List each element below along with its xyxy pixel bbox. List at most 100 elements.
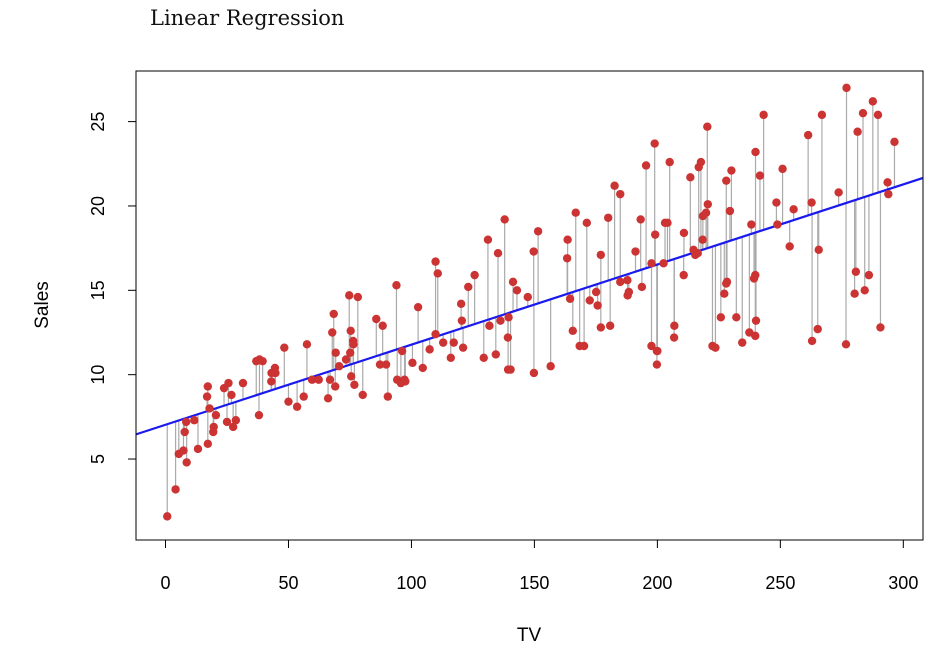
data-point [372,314,381,324]
data-point [331,348,340,357]
data-point [803,130,813,140]
data-point [202,392,212,401]
data-point [720,289,729,298]
data-point [636,215,645,224]
data-point [647,259,656,268]
data-point [546,362,555,371]
data-point [722,176,731,185]
data-point [533,227,543,236]
data-point [449,338,458,347]
data-point [349,340,358,349]
data-point [773,220,782,229]
data-point [698,235,707,244]
data-point [381,360,391,369]
data-point [190,416,199,425]
data-point [582,218,592,228]
data-point [358,390,367,400]
data-point [378,321,387,330]
data-point [883,178,892,187]
data-point [722,279,731,288]
data-point [491,350,501,359]
data-point [637,282,647,292]
data-point [254,410,264,420]
x-axis: 0 50 100 150 200 250 300 [161,539,918,593]
y-tick-label: 25 [88,112,108,132]
page-title: Linear Regression [150,6,345,30]
data-point [401,377,410,386]
data-point [563,235,572,244]
data-point [438,338,448,347]
data-point [171,485,180,494]
data-point [703,122,712,131]
data-point [696,157,706,167]
data-point [807,198,816,207]
data-point [604,213,613,222]
data-point [814,245,823,255]
data-point [817,110,827,120]
data-point [180,427,189,437]
data-point [772,198,781,207]
data-point [496,316,505,325]
data-point [193,444,203,454]
data-point [591,287,601,297]
data-point [307,375,317,384]
data-point [456,299,466,309]
data-point [479,353,488,362]
data-point [711,343,720,352]
data-point [751,270,760,280]
y-tick-label: 20 [88,196,108,216]
data-point [267,377,276,386]
data-point [596,323,606,332]
data-point [464,282,473,292]
data-point [679,228,689,238]
data-points [163,83,899,521]
data-point [850,289,859,298]
data-point [624,287,634,297]
data-point [623,275,632,285]
data-point [258,356,267,366]
data-point [851,267,861,276]
data-point [271,368,280,378]
data-point [841,340,851,349]
y-tick-label: 15 [88,280,108,300]
data-point [523,292,532,302]
data-point [179,446,188,455]
data-point [727,166,736,175]
x-tick-label: 150 [519,573,549,593]
data-point [345,291,354,300]
data-point [334,362,344,371]
data-point [579,341,589,351]
data-point [418,363,427,373]
data-point [759,110,768,120]
data-point [529,247,538,256]
data-point [353,292,363,302]
data-point [457,316,467,325]
data-point [302,340,312,349]
data-point [346,348,355,357]
data-point [853,127,862,136]
data-point [346,372,356,381]
data-point [747,220,756,229]
data-point [346,326,355,336]
data-point [238,378,248,388]
data-point [425,345,434,354]
data-point [890,137,899,147]
data-point [323,394,333,403]
data-point [413,302,423,312]
data-point [325,375,335,384]
data-point [653,346,662,356]
y-axis: 5 10 15 20 25 [88,112,137,464]
data-point [605,321,615,330]
data-point [470,270,479,280]
data-point [565,294,575,303]
data-point [227,390,236,400]
data-point [512,286,522,295]
data-point [868,97,878,106]
data-point [610,181,619,190]
y-tick-label: 5 [88,454,108,464]
data-point [375,360,385,369]
data-point [503,333,513,342]
x-tick-label: 50 [278,573,298,593]
data-point [222,417,232,427]
data-point [864,270,874,280]
